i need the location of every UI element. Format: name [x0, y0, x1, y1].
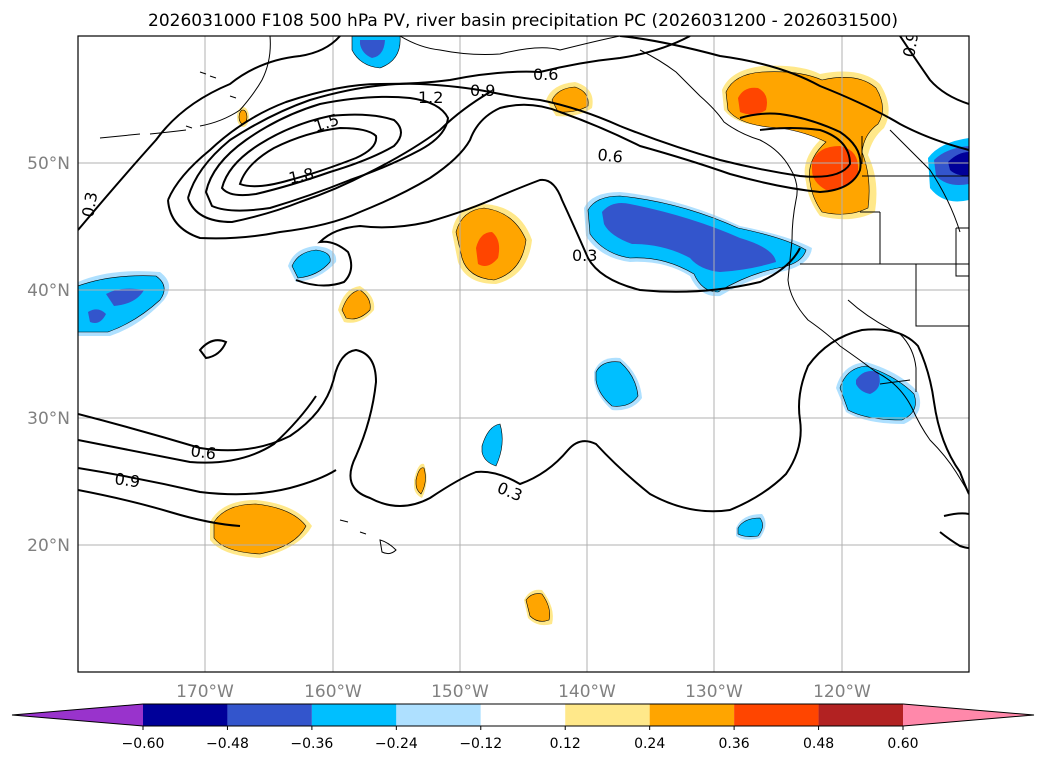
- contour-0.9-south-b: [78, 489, 241, 527]
- contour-label: 1.2: [418, 88, 443, 107]
- contour-0.3-middle: [295, 178, 801, 293]
- contour-1.2: [204, 95, 450, 212]
- colorbar-tick-label: −0.36: [290, 736, 333, 752]
- precip-blob: [856, 371, 880, 394]
- contour-label: 0.6: [533, 65, 558, 84]
- precip-blob: [106, 288, 144, 306]
- contour-0.6-south: [78, 395, 317, 464]
- colorbar-segment: [311, 704, 397, 726]
- contour-0.3-north: [78, 36, 341, 231]
- contour-1.8: [238, 126, 378, 188]
- colorbar-tick-label: −0.24: [375, 736, 418, 752]
- precip-blob: [88, 309, 106, 323]
- na-west-coast: [639, 49, 969, 495]
- colorbar-segment: [227, 704, 312, 726]
- contour-0.9-far-right: [899, 36, 969, 105]
- small-islands: [185, 71, 237, 129]
- aleutian-coast: [99, 36, 271, 139]
- precip-blob: [812, 146, 859, 191]
- precip-blob: [525, 593, 550, 622]
- contour-0.6-loop: [167, 103, 862, 240]
- contour-label: 0.9: [113, 469, 141, 491]
- contour-label: 0.6: [597, 145, 624, 167]
- colorbar-segment: [734, 704, 819, 726]
- colorbar-tick-label: 0.24: [634, 736, 665, 752]
- colorbar-tick-label: −0.60: [122, 736, 165, 752]
- colorbar-segment: [480, 704, 566, 726]
- map-panel: 0.3 0.6 0.9 1.2 1.5 1.8 0.6 0.3 0.6 0.9 …: [77, 30, 970, 673]
- alaska-coast: [399, 36, 621, 55]
- lon-label: 140°W: [558, 682, 616, 702]
- lon-label: 120°W: [813, 682, 871, 702]
- contour-label: 0.3: [572, 246, 597, 265]
- colorbar-extend-high: [903, 704, 1034, 726]
- colorbar-tick-label: −0.48: [206, 736, 249, 752]
- lat-label: 40°N: [27, 281, 70, 301]
- contour-0.9-south: [78, 467, 337, 496]
- contour-0.3-ring: [198, 339, 228, 360]
- contour-label: 0.6: [189, 441, 217, 463]
- precip-blob: [213, 503, 307, 555]
- colorbar-segment: [649, 704, 735, 726]
- colorbar-segment: [565, 704, 650, 726]
- lat-label: 20°N: [27, 536, 70, 556]
- precip-shading: [78, 36, 969, 626]
- lat-labels: 50°N 40°N 30°N 20°N: [27, 154, 70, 556]
- contour-label: 0.3: [78, 190, 101, 218]
- coastlines: [99, 36, 969, 555]
- precip-blob: [476, 232, 500, 266]
- lon-label: 150°W: [431, 682, 489, 702]
- colorbar-extend-low: [12, 704, 143, 726]
- contour-0.3-north-east: [619, 36, 969, 151]
- precip-blob: [291, 249, 331, 279]
- precip-blob: [415, 467, 426, 495]
- colorbar-tick-label: 0.48: [803, 736, 834, 752]
- contour-fragment: [939, 512, 969, 549]
- map-frame: [77, 35, 970, 673]
- precip-blob: [948, 152, 969, 176]
- map-title: 2026031000 F108 500 hPa PV, river basin …: [148, 11, 898, 31]
- lon-label: 170°W: [176, 682, 234, 702]
- precip-blob: [738, 87, 767, 115]
- lat-label: 30°N: [27, 409, 70, 429]
- colorbar-segment: [396, 704, 481, 726]
- lon-labels: 170°W 160°W 150°W 140°W 130°W 120°W: [176, 682, 871, 702]
- contour-1.5: [220, 113, 402, 197]
- colorbar-segment: [143, 704, 228, 726]
- precip-blob: [602, 203, 776, 272]
- lon-label: 130°W: [685, 682, 743, 702]
- colorbar-tick-label: 0.36: [719, 736, 750, 752]
- contour-label: 0.9: [899, 30, 922, 58]
- colorbar: −0.60 −0.48 −0.36 −0.24 −0.12 0.12 0.24 0.36 0.4…: [11, 703, 1035, 752]
- hawaii-islands: [339, 519, 397, 555]
- lon-label: 160°W: [304, 682, 362, 702]
- contour-0.9-north: [187, 82, 852, 199]
- colorbar-tick-label: 0.12: [550, 736, 581, 752]
- gridlines: [78, 36, 969, 672]
- colorbar-segment: [818, 704, 903, 726]
- precip-blob: [737, 517, 763, 537]
- precip-blob: [595, 361, 639, 407]
- pv-contours: [78, 36, 969, 549]
- contour-label: 0.9: [470, 81, 495, 100]
- lat-label: 50°N: [27, 154, 70, 174]
- state-borders: [800, 136, 969, 327]
- contour-0.3-south: [78, 328, 969, 513]
- contour-0.9-south-part: [187, 91, 491, 224]
- precip-blob: [360, 40, 385, 58]
- colorbar-tick-label: −0.12: [459, 736, 502, 752]
- precip-blob: [481, 423, 503, 467]
- precip-blob: [341, 289, 371, 320]
- contour-label: 1.8: [287, 164, 316, 188]
- colorbar-tick-label: 0.60: [887, 736, 918, 752]
